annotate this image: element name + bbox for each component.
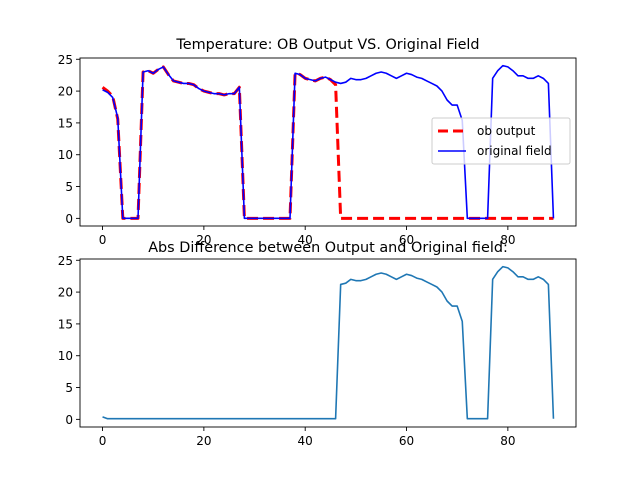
y-tick-label: 0 [65, 413, 73, 427]
x-tick-label: 40 [298, 434, 313, 448]
y-tick-label: 0 [65, 212, 73, 226]
legend-box [431, 117, 571, 165]
y-tick-label: 15 [58, 317, 73, 331]
y-tick-label: 5 [65, 180, 73, 194]
series-line-abs-difference [102, 265, 555, 420]
chart-title: Abs Difference between Output and Origin… [148, 240, 508, 256]
legend-label-ob-output: ob output [477, 124, 536, 138]
y-tick-label: 15 [58, 116, 73, 130]
x-tick-label: 40 [298, 233, 313, 247]
y-tick-label: 20 [58, 286, 73, 300]
axes-frame [79, 258, 577, 428]
x-tick-label: 60 [399, 233, 414, 247]
x-tick-label: 20 [196, 233, 211, 247]
legend: ob output original field [431, 117, 571, 165]
chart-title: Temperature: OB Output VS. Original Fiel… [175, 37, 479, 53]
y-tick-label: 25 [58, 53, 73, 67]
x-tick-label: 60 [399, 434, 414, 448]
y-tick-label: 25 [58, 254, 73, 268]
x-tick-label: 0 [99, 434, 107, 448]
x-tick-label: 80 [500, 233, 515, 247]
x-tick-label: 0 [99, 233, 107, 247]
x-tick-label: 80 [500, 434, 515, 448]
subplot-temperature: 0 20 40 60 80 0 5 10 15 20 25 Temperature: OB Outp… [58, 37, 577, 247]
plot-area: 0 20 40 60 80 0 5 10 15 20 25 [58, 53, 577, 247]
y-tick-label: 20 [58, 85, 73, 99]
plot-area: 0 20 40 60 80 0 5 10 15 20 25 [58, 254, 577, 448]
legend-label-original-field: original field [477, 144, 552, 158]
y-tick-label: 10 [58, 349, 73, 363]
y-tick-label: 5 [65, 381, 73, 395]
axes-frame [79, 57, 577, 227]
subplot-abs-difference: 0 20 40 60 80 0 5 10 15 20 25 [58, 254, 577, 448]
series-line-original-field [102, 64, 555, 220]
x-tick-label: 20 [196, 434, 211, 448]
y-tick-label: 10 [58, 148, 73, 162]
